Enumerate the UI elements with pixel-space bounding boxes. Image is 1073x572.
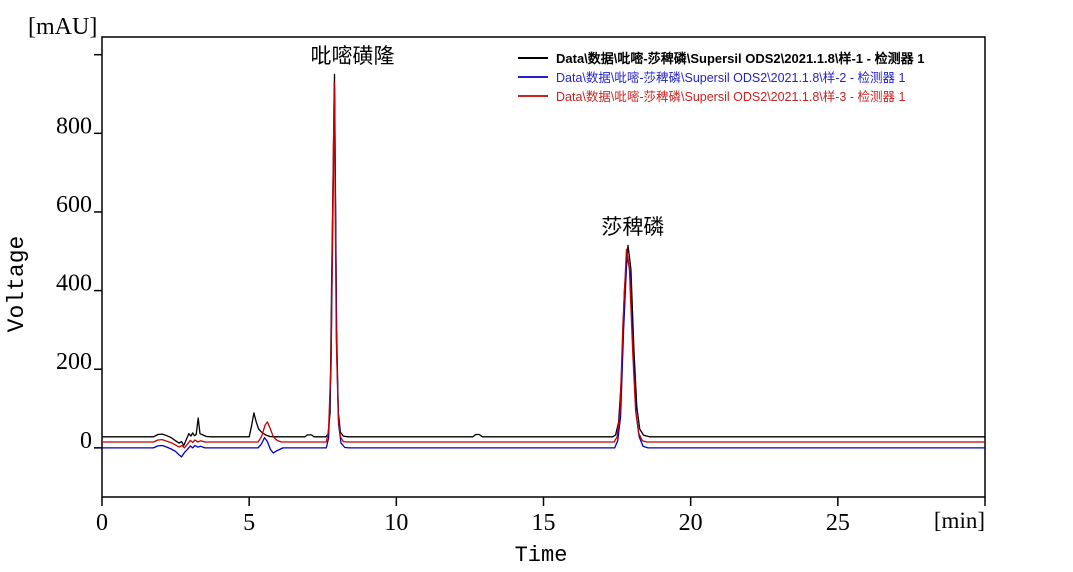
y-tick-label: 0 [80, 428, 92, 454]
legend-entry-sample1: Data\数据\吡嘧-莎稗磷\Supersil ODS2\2021.1.8\样-… [518, 48, 924, 67]
peak-label-pyrazosulfuron: 吡嘧磺隆 [310, 44, 395, 69]
x-tick-label: 0 [96, 510, 108, 536]
y-tick-label: 200 [56, 349, 92, 375]
legend-line-sample3-icon [518, 94, 548, 97]
x-tick-label: 10 [384, 510, 408, 536]
trace-样-1 [102, 73, 985, 447]
x-tick-label: 20 [679, 510, 703, 536]
y-axis-unit-label: [mAU] [28, 14, 98, 40]
x-tick-label: 25 [826, 510, 850, 536]
peak-label-anilofos: 莎稗磷 [601, 215, 665, 240]
legend: Data\数据\吡嘧-莎稗磷\Supersil ODS2\2021.1.8\样-… [518, 48, 924, 105]
legend-entry-sample2: Data\数据\吡嘧-莎稗磷\Supersil ODS2\2021.1.8\样-… [518, 67, 924, 86]
x-axis-unit-label: [min] [933, 508, 985, 533]
x-tick-label: 5 [243, 510, 255, 536]
x-tick-label: 15 [532, 510, 556, 536]
trace-样-2 [102, 87, 985, 458]
y-tick-label: 800 [56, 113, 92, 139]
y-axis-title: Voltage [4, 235, 30, 333]
legend-label-sample3: Data\数据\吡嘧-莎稗磷\Supersil ODS2\2021.1.8\样-… [556, 90, 906, 104]
x-axis-title: Time [514, 543, 568, 568]
legend-line-sample1-icon [518, 56, 548, 59]
legend-line-sample2-icon [518, 75, 548, 78]
trace-样-3 [102, 81, 985, 449]
plot-frame [101, 36, 986, 498]
y-tick-label: 600 [56, 192, 92, 218]
legend-label-sample2: Data\数据\吡嘧-莎稗磷\Supersil ODS2\2021.1.8\样-… [556, 71, 906, 85]
legend-label-sample1: Data\数据\吡嘧-莎稗磷\Supersil ODS2\2021.1.8\样-… [556, 51, 925, 66]
y-tick-label: 400 [56, 271, 92, 297]
legend-entry-sample3: Data\数据\吡嘧-莎稗磷\Supersil ODS2\2021.1.8\样-… [518, 86, 924, 105]
